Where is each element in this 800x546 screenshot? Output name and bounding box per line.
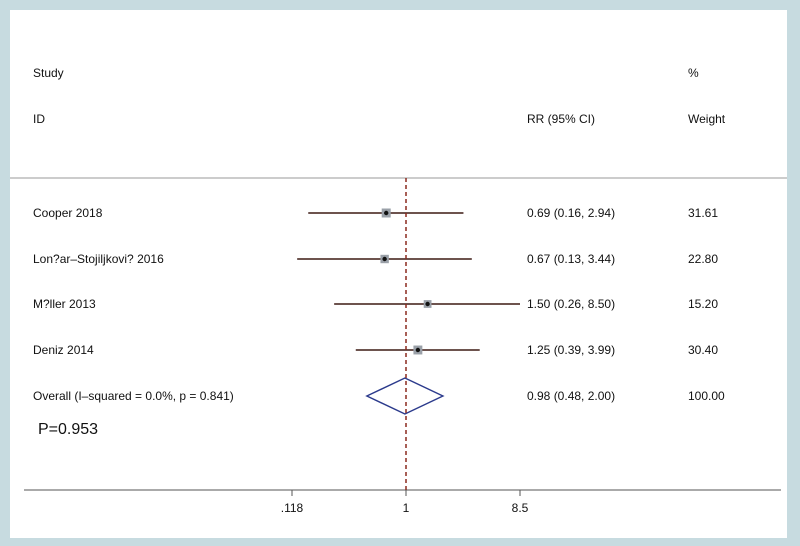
weight-text: 31.61 [688, 206, 718, 220]
overall-ci-text: 0.98 (0.48, 2.00) [527, 389, 615, 403]
header-study: Study [33, 66, 64, 80]
point-estimate [425, 301, 430, 307]
x-axis-ticks: .118 1 8.5 [281, 490, 529, 515]
study-row: Cooper 2018 0.69 (0.16, 2.94) 31.61 [33, 206, 718, 220]
point-estimate [384, 210, 389, 216]
study-label: Deniz 2014 [33, 343, 94, 357]
header-percent: % [688, 66, 699, 80]
study-rows: Cooper 2018 0.69 (0.16, 2.94) 31.61 Lon?ar–… [33, 206, 725, 415]
header-id: ID [33, 112, 45, 126]
overall-diamond [365, 377, 445, 415]
header-rr: RR (95% CI) [527, 112, 595, 126]
forest-plot: Study ID RR (95% CI) % Weight Cooper 201… [10, 66, 787, 515]
point-estimate [415, 347, 421, 353]
study-label: Cooper 2018 [33, 206, 103, 220]
x-tick-label: 1 [403, 501, 410, 515]
x-tick-label: .118 [281, 501, 304, 515]
p-value-annotation: P=0.953 [38, 421, 98, 438]
overall-weight-text: 100.00 [688, 389, 725, 403]
weight-text: 30.40 [688, 343, 718, 357]
study-row: Deniz 2014 1.25 (0.39, 3.99) 30.40 [33, 343, 718, 357]
ci-text: 0.69 (0.16, 2.94) [527, 206, 615, 220]
header-weight: Weight [688, 112, 726, 126]
study-row: Lon?ar–Stojiljkovi? 2016 0.67 (0.13, 3.44… [33, 252, 718, 266]
weight-text: 15.20 [688, 297, 718, 311]
study-label: Lon?ar–Stojiljkovi? 2016 [33, 252, 164, 266]
ci-text: 0.67 (0.13, 3.44) [527, 252, 615, 266]
x-tick-label: 8.5 [512, 501, 529, 515]
ci-text: 1.50 (0.26, 8.50) [527, 297, 615, 311]
overall-row: Overall (I–squared = 0.0%, p = 0.841) 0.9… [33, 377, 725, 415]
overall-label: Overall (I–squared = 0.0%, p = 0.841) [33, 389, 234, 403]
study-label: M?ller 2013 [33, 297, 96, 311]
point-estimate [382, 256, 387, 262]
study-row: M?ller 2013 1.50 (0.26, 8.50) 15.20 [33, 297, 718, 311]
forest-plot-panel: Study ID RR (95% CI) % Weight Cooper 201… [10, 10, 787, 538]
weight-text: 22.80 [688, 252, 718, 266]
ci-text: 1.25 (0.39, 3.99) [527, 343, 615, 357]
